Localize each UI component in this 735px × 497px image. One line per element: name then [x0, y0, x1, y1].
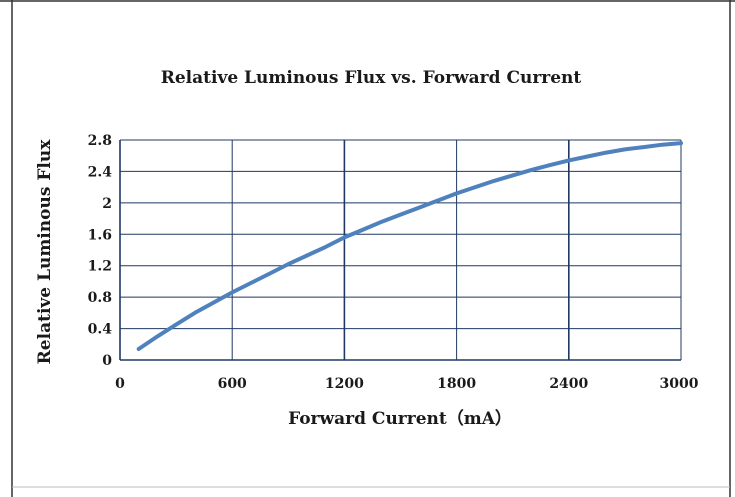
y-tick-label: 2: [102, 196, 112, 212]
series-line: [139, 143, 681, 349]
grid-layer: [120, 140, 681, 360]
y-tick-label: 0.4: [88, 322, 113, 338]
x-tick-label: 0: [115, 376, 125, 392]
y-axis-title: Relative Luminous Flux: [35, 139, 55, 365]
x-tick-label: 3000: [660, 376, 699, 392]
x-tick-label: 1200: [325, 376, 364, 392]
y-tick-label: 2.4: [88, 164, 113, 180]
y-tick-label: 0: [102, 353, 112, 369]
x-axis-title: Forward Current（mA）: [288, 408, 512, 429]
x-tick-label: 600: [218, 376, 247, 392]
chart-title: Relative Luminous Flux vs. Forward Curre…: [161, 68, 582, 88]
series-layer: [139, 143, 682, 349]
x-tick-label: 1800: [437, 376, 476, 392]
y-tick-label: 1.2: [88, 259, 112, 275]
x-tick-labels: 0 600 1200 1800 2400 3000: [115, 376, 699, 392]
x-tick-label: 2400: [549, 376, 588, 392]
y-tick-label: 0.8: [88, 290, 112, 306]
y-tick-labels: 0 0.4 0.8 1.2 1.6 2 2.4 2.8: [88, 133, 113, 369]
y-tick-label: 1.6: [88, 227, 112, 243]
y-tick-label: 2.8: [88, 133, 112, 149]
